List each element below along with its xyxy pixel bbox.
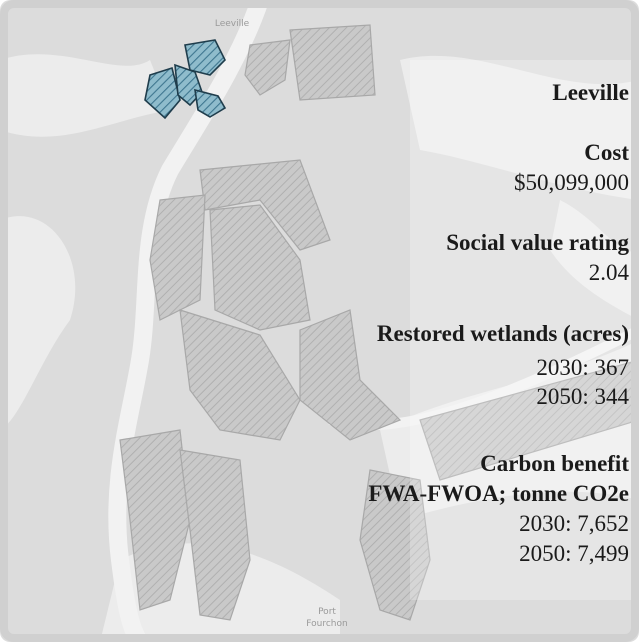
field-value: 2030: 7,652	[519, 511, 629, 536]
field-sublabel: FWA-FWOA; tonne CO2e	[368, 481, 629, 506]
field-value: 2050: 344	[536, 384, 629, 409]
place-label: Fourchon	[306, 619, 347, 629]
panel-title: Leeville	[552, 80, 629, 105]
field-value: 2.04	[589, 260, 630, 285]
field-value: 2030: 367	[536, 355, 629, 380]
place-label: Port	[318, 607, 336, 617]
field-label: Social value rating	[446, 230, 629, 255]
field-label: Carbon benefit	[480, 451, 629, 476]
info-panel: Leeville Cost $50,099,000 Social value r…	[368, 80, 629, 566]
place-label: Leeville	[215, 19, 250, 29]
field-value: $50,099,000	[514, 170, 629, 195]
field-label: Cost	[584, 140, 629, 165]
field-label: Restored wetlands (acres)	[377, 321, 629, 346]
field-value: 2050: 7,499	[519, 541, 629, 566]
project-areas	[119, 24, 639, 621]
info-panel-bg	[410, 60, 639, 600]
water	[0, 54, 639, 642]
selected-project	[144, 39, 227, 120]
river	[108, 0, 269, 642]
